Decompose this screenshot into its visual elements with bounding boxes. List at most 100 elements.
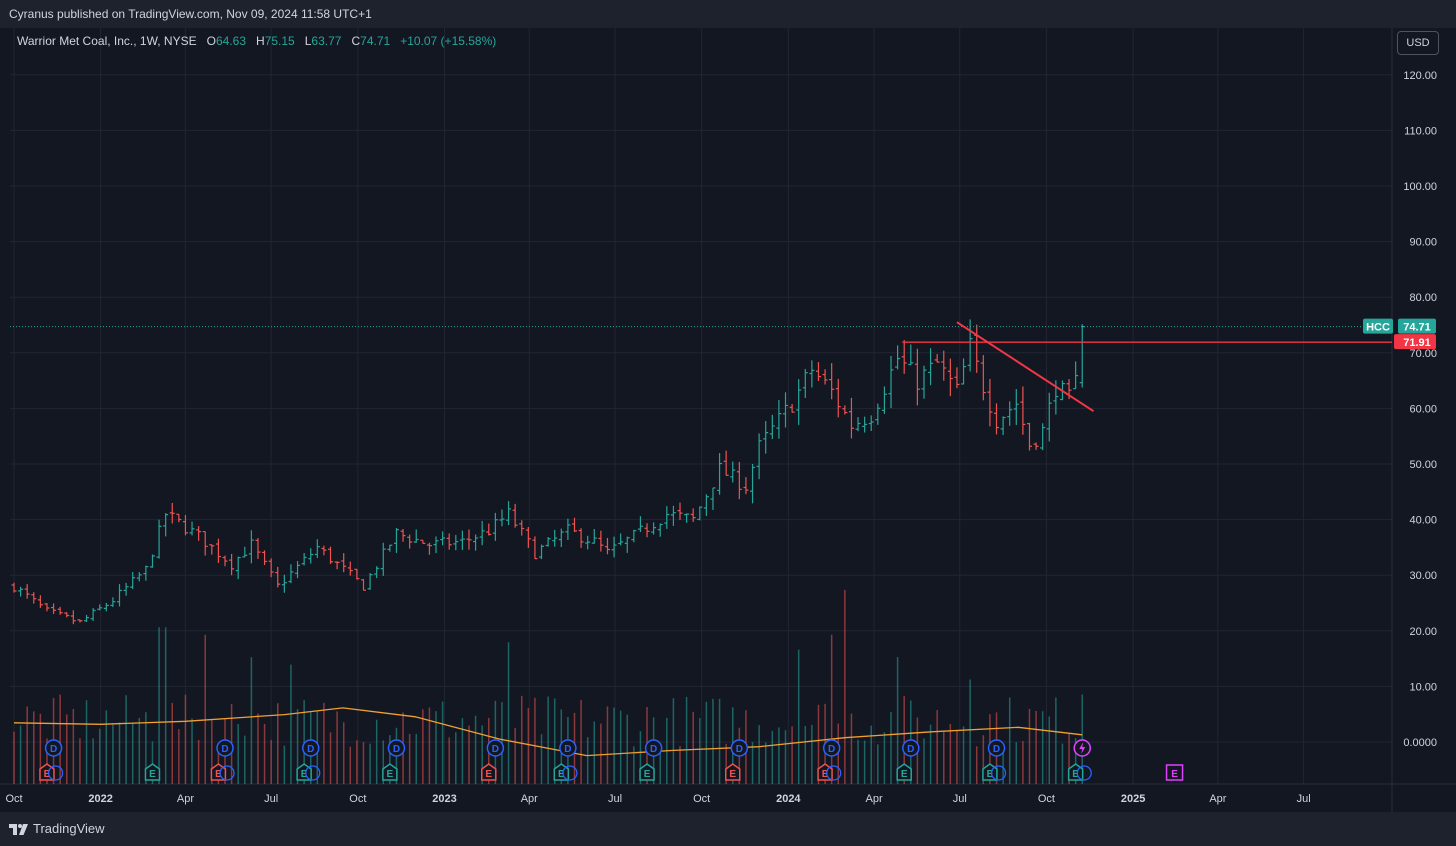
ohlc-bar [598,530,604,552]
dividend-event-label: D [907,744,914,755]
upcoming-earnings-icon[interactable] [1165,764,1184,781]
dividend-event-icon[interactable] [902,739,920,757]
last-price-tag [1398,318,1436,334]
ohlc-bar [44,603,50,612]
dividend-secondary-icon[interactable] [990,765,1007,781]
ohlc-bar [631,529,637,543]
y-axis-tick-label: 50.00 [1409,459,1437,471]
descending-trendline[interactable] [956,321,1095,413]
volume-bar [870,725,872,784]
ohlc-bar [783,392,789,428]
dividend-event-icon[interactable] [216,739,234,757]
dividend-event-icon[interactable] [301,739,320,757]
dividend-event-icon[interactable] [559,739,577,757]
ohlc-bar [954,367,960,389]
ohlc-bar [176,513,182,523]
ohlc-bar [637,516,643,533]
ohlc-bar [545,537,551,547]
earnings-event-icon[interactable] [382,763,398,781]
volume-bar [283,745,286,784]
lightning-icon [1079,742,1086,754]
earnings-event-label: E [1171,769,1178,780]
ohlc-bar [980,355,986,401]
volume-bar [969,679,971,784]
volume-bar [72,708,75,784]
dividend-secondary-icon[interactable] [1076,765,1092,781]
earnings-event-label: E [149,769,156,780]
dividend-event-label: D [828,744,835,755]
volume-bar [164,627,167,784]
y-axis-tick-label: 80.00 [1409,292,1437,304]
earnings-event-label: E [387,769,394,780]
dividend-secondary-icon[interactable] [826,765,842,781]
volume-bar [85,700,88,784]
dividend-event-icon[interactable] [387,739,406,757]
ohlc-bar [143,565,149,581]
chart-pane[interactable] [0,28,1456,812]
ohlc-bar [189,521,195,536]
earnings-event-icon[interactable] [639,763,655,781]
earnings-event-icon[interactable] [144,763,161,781]
volume-bar [705,701,708,784]
ohlc-bar [763,421,769,454]
ohlc-bar [156,519,162,559]
dividend-secondary-icon[interactable] [562,765,578,781]
tradingview-brand[interactable]: TradingView [9,821,105,836]
ohlc-bar [525,526,531,548]
ohlc-bar [1013,388,1019,425]
ohlc-bar [354,568,360,580]
volume-bar [949,723,952,784]
earnings-event-icon[interactable] [896,763,912,781]
ohlc-bar [914,348,920,406]
volume-bar [929,724,932,784]
dividend-secondary-icon[interactable] [305,765,321,781]
ohlc-bar [1033,442,1039,450]
legend-close-value: 74.71 [360,34,391,48]
volume-bar [369,743,371,784]
ohlc-bar [222,555,228,567]
volume-bar [520,695,523,784]
ohlc-bar [281,574,287,593]
volume-bar [244,735,246,784]
volume-bar [514,727,516,784]
volume-bar [633,746,635,784]
ohlc-bar [802,368,808,398]
price-chart[interactable]: 120.00 110.00 100.00 90.00 80.00 70.00 60.00 50… [0,28,1456,812]
dividend-event-icon[interactable] [44,739,63,757]
earnings-event-label: E [1072,769,1079,780]
ohlc-bar [347,561,353,576]
volume-bar [39,713,42,784]
earnings-event-icon[interactable] [725,763,741,781]
x-axis-tick-label: Apr [865,793,882,805]
volume-bar [92,738,94,784]
dividend-event-icon[interactable] [987,739,1006,757]
ohlc-bar [367,573,373,590]
currency-button[interactable]: USD [1397,31,1439,55]
ohlc-bar [987,378,993,427]
volume-bar [672,698,675,784]
dividend-event-icon[interactable] [486,739,505,757]
ohlc-bar [512,503,518,528]
ohlc-bar [921,365,927,399]
ohlc-bar [130,571,136,590]
dividend-event-icon[interactable] [730,739,749,757]
ohlc-bar [328,546,334,564]
ohlc-bar [301,553,307,566]
volume-bar [33,711,35,784]
ohlc-bar [268,558,274,578]
ohlc-bar [539,544,545,560]
volume-bar [98,728,101,784]
ohlc-bar [479,520,485,546]
volume-bar [336,711,338,784]
volume-bar [237,723,239,784]
volume-bar [342,722,345,784]
dividend-secondary-icon[interactable] [219,765,235,781]
dividend-event-icon[interactable] [644,739,663,757]
ohlc-bar [657,523,663,537]
dividend-secondary-icon[interactable] [47,765,64,781]
volume-bar [389,735,391,784]
ohlc-bar [374,566,380,579]
earnings-event-icon[interactable] [481,763,497,781]
legend-open-value: 64.63 [215,34,246,48]
dividend-event-icon[interactable] [822,739,841,757]
